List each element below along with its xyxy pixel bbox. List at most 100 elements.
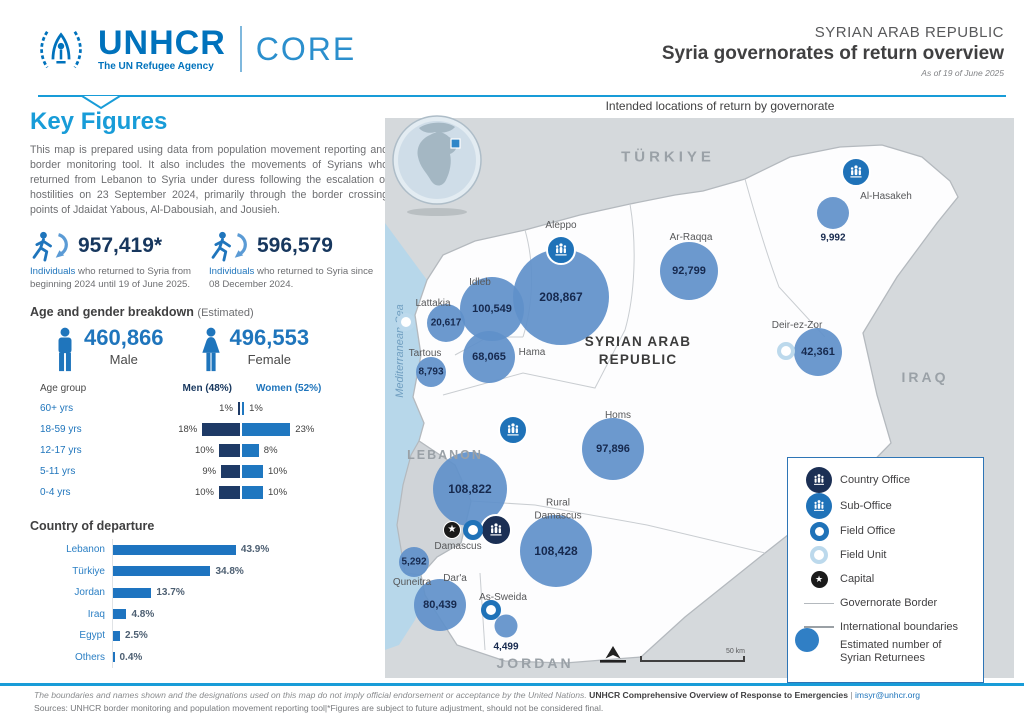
returnee-count-label: 4,499 bbox=[493, 641, 519, 652]
women-bar-cell: 8% bbox=[242, 444, 382, 458]
returnee-bubble bbox=[494, 614, 518, 638]
returnee-bubble bbox=[460, 277, 524, 341]
legend-row-country: Country Office bbox=[798, 467, 973, 493]
contact-email-link[interactable]: imsyr@unhcr.org bbox=[855, 690, 921, 700]
legend-row-unit: Field Unit bbox=[798, 543, 973, 567]
departure-country-label: Iraq bbox=[87, 608, 105, 620]
legend-label: Sub-Office bbox=[840, 499, 892, 512]
women-bar bbox=[242, 423, 291, 437]
footer-separator: | bbox=[847, 690, 855, 700]
male-value: 460,866 bbox=[84, 325, 164, 351]
legend-label: Field Unit bbox=[840, 548, 887, 561]
women-percent-label: 10% bbox=[268, 487, 288, 499]
sea-label: Mediterranean Sea bbox=[394, 304, 406, 398]
footer: The boundaries and names shown and the d… bbox=[34, 690, 994, 713]
departure-heading: Country of departure bbox=[30, 519, 155, 534]
departure-bar bbox=[113, 544, 236, 555]
north-arrow-icon bbox=[600, 646, 626, 663]
departure-row: Iraq 4.8% bbox=[30, 603, 388, 626]
governorate-label: Idleb bbox=[469, 276, 491, 288]
stat-value-since-dec: 596,579 bbox=[257, 234, 333, 258]
departure-row: Others 0.4% bbox=[30, 646, 388, 669]
stat-returnees-2024: 957,419* Individuals who returned to Syr… bbox=[30, 230, 209, 292]
men-percent-label: 10% bbox=[194, 445, 214, 457]
women-series-header: Women (52%) bbox=[256, 383, 322, 395]
legend-unit-icon bbox=[810, 546, 828, 564]
stat-desc-since-dec: Individuals who returned to Syria since … bbox=[209, 266, 380, 292]
legend-label: Field Office bbox=[840, 524, 896, 537]
women-bar-cell: 10% bbox=[242, 486, 382, 500]
returnee-bubble bbox=[399, 547, 429, 577]
legend-row-field: Field Office bbox=[798, 519, 973, 543]
unit-office-icon bbox=[397, 313, 415, 331]
mediterranean-sea-shape bbox=[385, 223, 427, 650]
field-office-icon bbox=[463, 520, 483, 540]
women-bar bbox=[242, 444, 259, 458]
departure-country-label: Others bbox=[74, 651, 105, 663]
family-icon bbox=[555, 243, 567, 256]
men-bar bbox=[219, 486, 240, 500]
syria-map: Mediterranean Sea SYRIAN ARAB REPUBLIC T… bbox=[385, 105, 1014, 683]
departure-bar bbox=[113, 566, 211, 577]
departure-row: Egypt 2.5% bbox=[30, 625, 388, 647]
women-bar-cell: 1% bbox=[242, 402, 382, 416]
scale-bar-label: 50 km bbox=[725, 648, 745, 655]
legend-items: Country Office Sub-Office Field Office Fiel… bbox=[795, 467, 973, 664]
header-divider-line bbox=[38, 95, 1006, 97]
women-percent-label: 23% bbox=[295, 424, 315, 436]
sub-office-icon bbox=[841, 157, 871, 187]
globe-inset-map bbox=[392, 115, 482, 216]
female-value: 496,553 bbox=[229, 325, 310, 351]
governorate-label: As-Sweida bbox=[479, 591, 527, 603]
capital-office-icon: ★ bbox=[443, 521, 461, 539]
logo-tagline: The UN Refugee Agency bbox=[98, 61, 214, 72]
men-percent-label: 10% bbox=[194, 487, 214, 499]
header-country: SYRIAN ARAB REPUBLIC bbox=[814, 24, 1004, 41]
men-bar bbox=[237, 402, 240, 416]
returnee-bubble bbox=[520, 515, 592, 587]
unhcr-logo: UNHCR The UN Refugee Agency CORE bbox=[38, 26, 356, 72]
departure-country-label: Jordan bbox=[74, 587, 105, 599]
legend-icon-cell bbox=[798, 602, 840, 604]
governorate-label: Hama bbox=[518, 346, 546, 358]
returnee-bubble bbox=[817, 197, 849, 229]
legend-row-capital: ★ Capital bbox=[798, 567, 973, 591]
male-female-row: 460,866 Male 496,553 Female bbox=[30, 327, 388, 373]
women-percent-label: 10% bbox=[268, 466, 288, 478]
women-bar bbox=[242, 402, 245, 416]
map-title: Intended locations of return by governor… bbox=[605, 99, 835, 113]
governorate-label: Dar'a bbox=[443, 572, 467, 584]
age-group-label: 0-4 yrs bbox=[40, 487, 71, 499]
sub-office-icon bbox=[498, 415, 528, 445]
female-label: Female bbox=[247, 352, 291, 368]
family-icon bbox=[850, 165, 862, 178]
age-pyramid-header: Age group Men (48%) Women (52%) bbox=[30, 383, 388, 394]
neighbor-label-iraq: IRAQ bbox=[901, 369, 949, 385]
women-percent-label: 1% bbox=[249, 403, 263, 415]
men-bar-cell: 1% bbox=[122, 402, 240, 416]
legend-sub-icon bbox=[806, 493, 832, 519]
departure-bar bbox=[113, 652, 115, 663]
field-office-icon bbox=[481, 600, 501, 620]
departure-country-label: Lebanon bbox=[66, 544, 105, 556]
footer-line1: The boundaries and names shown and the d… bbox=[34, 690, 994, 700]
departure-bar-track: 0.4% bbox=[112, 646, 143, 669]
age-gender-subtitle: (Estimated) bbox=[197, 307, 254, 320]
logo-product-core: CORE bbox=[255, 30, 357, 67]
footer-sources: Sources: UNHCR border monitoring and pop… bbox=[34, 703, 604, 713]
departure-row: Türkiye 34.8% bbox=[30, 560, 388, 583]
departure-bar bbox=[113, 630, 120, 641]
men-bar-cell: 10% bbox=[122, 486, 240, 500]
age-pyramid-row: 5-11 yrs 9% 10% bbox=[30, 461, 388, 482]
governorate-label: Al-Hasakeh bbox=[860, 190, 912, 202]
header-notch-icon bbox=[81, 96, 121, 110]
legend-icon-cell bbox=[798, 626, 840, 628]
age-group-header: Age group bbox=[40, 383, 87, 395]
legend-country-icon bbox=[806, 467, 832, 493]
returnee-count-label: 9,992 bbox=[820, 232, 846, 244]
sub-office-icon bbox=[546, 235, 576, 265]
returnee-bubble bbox=[794, 328, 842, 376]
departure-percent-label: 0.4% bbox=[119, 651, 143, 663]
key-figures-heading: Key Figures bbox=[30, 108, 168, 135]
